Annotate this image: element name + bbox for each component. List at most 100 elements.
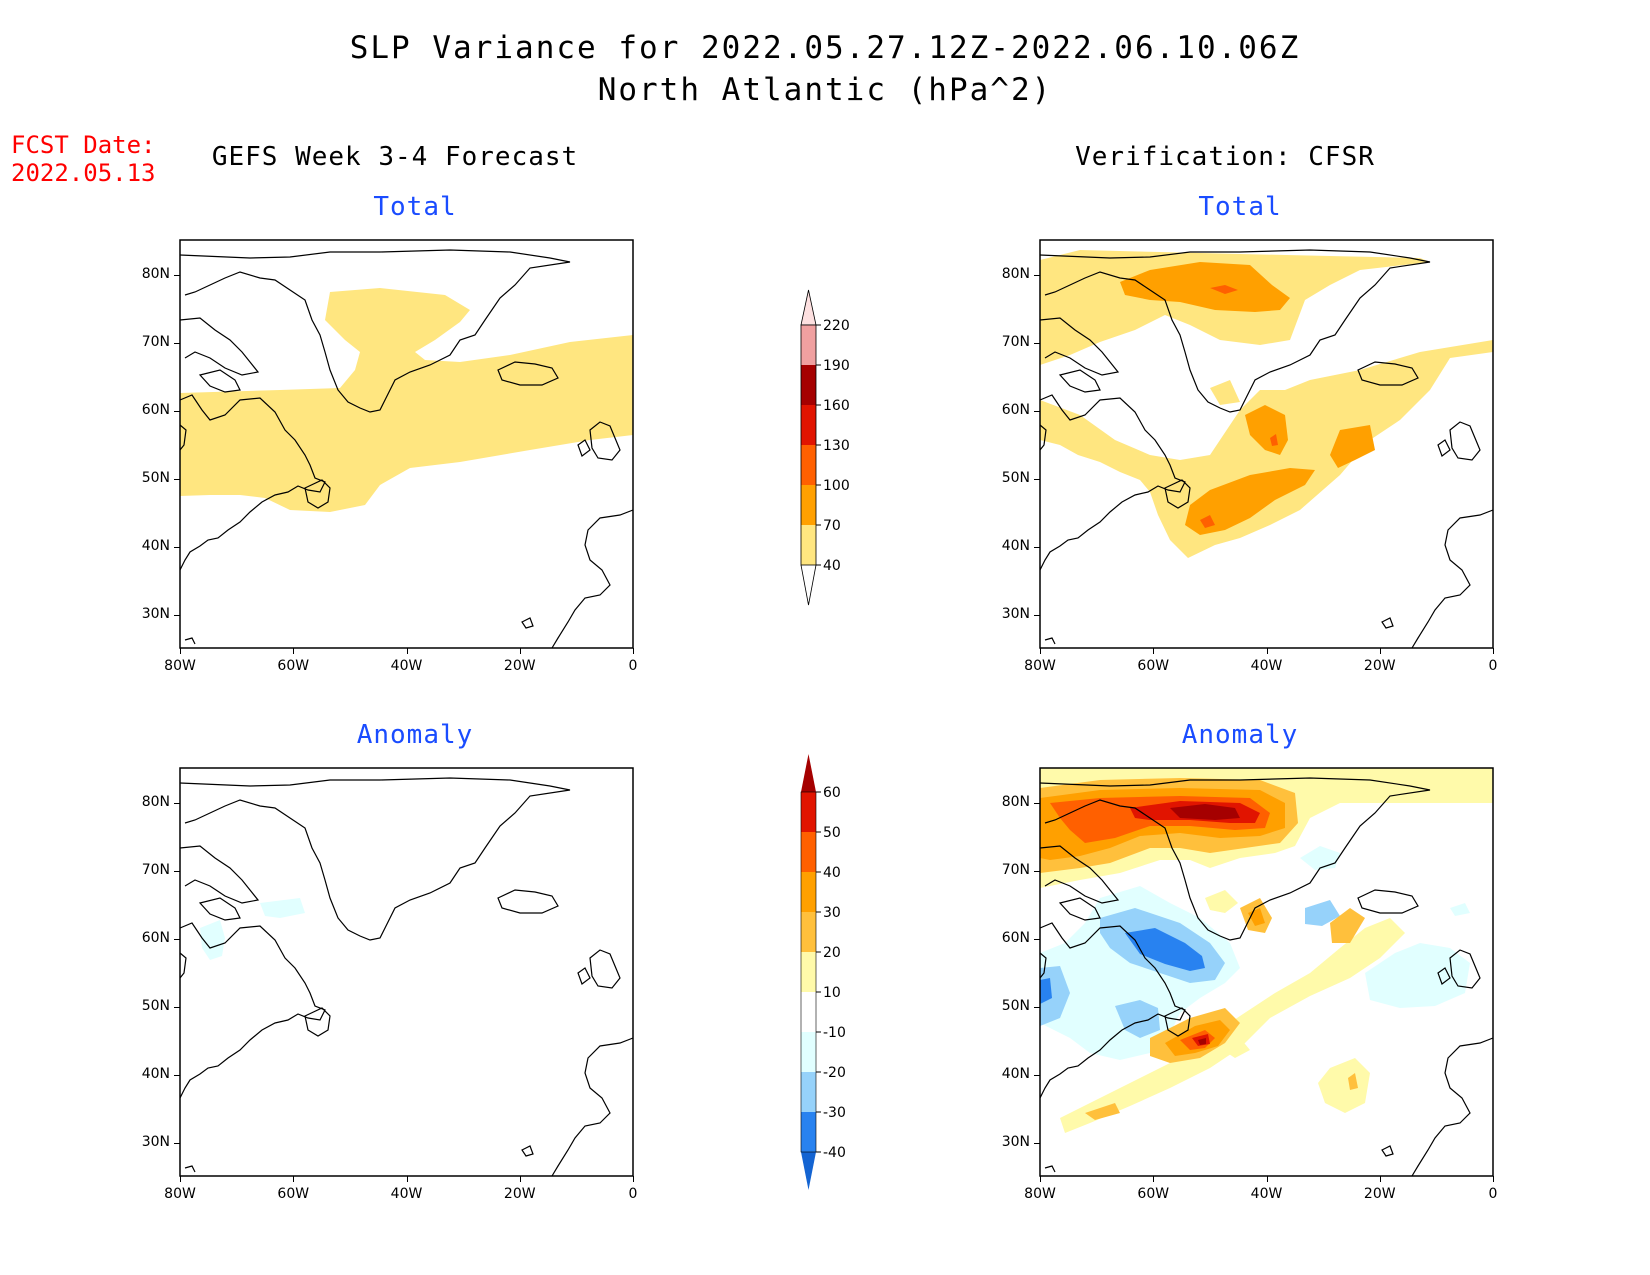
fcst-date-value: 2022.05.13	[11, 159, 156, 187]
shade-forecast-total	[180, 288, 633, 512]
lon-tick-label-forecast-total: 20W	[503, 658, 536, 674]
map-verification-anomaly	[1039, 767, 1494, 1177]
colorbar-anomaly-segment	[801, 1032, 816, 1072]
map-verification-total	[1039, 239, 1494, 649]
lon-tick-mark	[633, 1176, 634, 1182]
lat-tick-label-forecast-anomaly: 30N	[141, 1133, 170, 1150]
lat-tick-label-verification-total: 50N	[1001, 469, 1030, 486]
colorbar-anomaly-label: 20	[823, 945, 841, 961]
lat-tick-mark	[1034, 478, 1040, 480]
lat-tick-label-forecast-anomaly: 50N	[141, 997, 170, 1014]
lon-tick-label-verification-anomaly: 60W	[1137, 1186, 1170, 1202]
lon-tick-label-forecast-total: 0	[628, 658, 638, 674]
colorbar-total-label: 100	[823, 478, 850, 494]
lon-tick-label-verification-anomaly: 80W	[1024, 1186, 1056, 1202]
lat-tick-label-forecast-total: 30N	[141, 605, 170, 622]
panel-title-verification-anomaly: Anomaly	[1181, 720, 1299, 750]
lon-tick-label-forecast-total: 60W	[277, 658, 310, 674]
lat-tick-mark	[174, 1006, 180, 1008]
lon-tick-mark	[519, 1176, 521, 1182]
lat-tick-label-forecast-total: 60N	[141, 401, 170, 418]
lon-tick-mark	[1493, 1176, 1494, 1182]
colorbar-anomaly-label: 30	[823, 905, 841, 921]
lon-tick-label-verification-total: 60W	[1137, 658, 1170, 674]
lon-tick-label-forecast-total: 40W	[390, 658, 423, 674]
lat-tick-label-forecast-anomaly: 70N	[141, 861, 170, 878]
colorbar-anomaly-label: -40	[823, 1145, 846, 1161]
lon-tick-label-verification-anomaly: 40W	[1250, 1186, 1283, 1202]
lat-tick-label-forecast-total: 50N	[141, 469, 170, 486]
colorbar-anomaly: 60 50 40 30 20 10 -10 -20 -30 -40	[800, 754, 846, 1190]
lon-tick-mark	[1379, 1176, 1381, 1182]
lat-tick-mark	[174, 342, 180, 344]
lat-tick-mark	[1034, 870, 1040, 872]
lat-tick-mark	[1034, 1074, 1040, 1076]
lon-tick-label-verification-total: 0	[1488, 658, 1498, 674]
title-line-2: North Atlantic (hPa^2)	[597, 72, 1053, 108]
colorbar-total: 220 190 160 130 100 70 40	[800, 289, 850, 606]
lon-tick-mark	[1153, 1176, 1155, 1182]
colorbar-total-label: 190	[823, 358, 850, 374]
lat-tick-label-verification-total: 80N	[1001, 265, 1030, 282]
lon-tick-label-forecast-anomaly: 40W	[390, 1186, 423, 1202]
lon-tick-label-verification-anomaly: 20W	[1363, 1186, 1396, 1202]
colorbar-total-segment	[801, 405, 816, 445]
lat-tick-label-forecast-total: 80N	[141, 265, 170, 282]
colorbar-total-label: 70	[823, 518, 841, 534]
colorbar-total-label: 160	[823, 398, 850, 414]
panel-title-verification-total: Total	[1198, 192, 1282, 222]
map-forecast-total	[179, 239, 634, 649]
colorbar-total-segment	[801, 365, 816, 405]
colorbar-anomaly-top-arrow	[801, 754, 816, 792]
lat-tick-mark	[1034, 342, 1040, 344]
fcst-date-label: FCST Date:	[11, 131, 156, 159]
colorbar-anomaly-label: 10	[823, 985, 841, 1001]
colorbar-anomaly-bottom-arrow	[801, 1152, 816, 1190]
lat-tick-label-verification-total: 30N	[1001, 605, 1030, 622]
colorbar-total-top-arrow	[800, 289, 817, 326]
lon-tick-label-forecast-anomaly: 60W	[277, 1186, 310, 1202]
lat-tick-mark	[1034, 1142, 1040, 1144]
lat-tick-mark	[174, 410, 180, 412]
column-title-forecast: GEFS Week 3-4 Forecast	[211, 142, 579, 172]
lon-tick-mark	[1266, 1176, 1268, 1182]
colorbar-anomaly-segment	[801, 952, 816, 992]
panel-title-forecast-anomaly: Anomaly	[356, 720, 474, 750]
lat-tick-label-forecast-total: 40N	[141, 537, 170, 554]
lat-tick-label-verification-anomaly: 50N	[1001, 997, 1030, 1014]
lon-tick-mark	[633, 648, 634, 654]
colorbar-total-segment	[801, 525, 816, 565]
colorbar-anomaly-segment	[801, 992, 816, 1032]
column-title-verification: Verification: CFSR	[1075, 142, 1375, 172]
lon-tick-mark	[180, 1176, 181, 1182]
colorbar-anomaly-frame	[800, 791, 817, 1153]
lon-tick-label-forecast-anomaly: 20W	[503, 1186, 536, 1202]
lat-tick-mark	[174, 870, 180, 872]
colorbar-anomaly-segment	[801, 832, 816, 872]
lat-tick-mark	[174, 802, 180, 804]
colorbar-anomaly-segment	[801, 872, 816, 912]
lon-tick-mark	[519, 648, 521, 654]
colorbar-total-label: 130	[823, 438, 850, 454]
colorbar-anomaly-label: 50	[823, 825, 841, 841]
lat-tick-label-verification-anomaly: 30N	[1001, 1133, 1030, 1150]
lon-tick-mark	[180, 648, 181, 654]
map-forecast-anomaly	[179, 767, 634, 1177]
lon-tick-mark	[1266, 648, 1268, 654]
lon-tick-label-forecast-anomaly: 80W	[164, 1186, 196, 1202]
lon-tick-label-verification-total: 40W	[1250, 658, 1283, 674]
lat-tick-mark	[1034, 938, 1040, 940]
lat-tick-mark	[174, 1142, 180, 1144]
lon-tick-mark	[1040, 1176, 1041, 1182]
lon-tick-mark	[1040, 648, 1041, 654]
colorbar-total-segment	[801, 445, 816, 485]
colorbar-anomaly-label: -10	[823, 1025, 846, 1041]
colorbar-anomaly-label: -20	[823, 1065, 846, 1081]
lat-tick-label-verification-total: 70N	[1001, 333, 1030, 350]
lon-tick-mark	[1153, 648, 1155, 654]
lon-tick-label-forecast-total: 80W	[164, 658, 196, 674]
lat-tick-mark	[1034, 274, 1040, 276]
colorbar-total-bottom-arrow	[800, 564, 817, 606]
colorbar-total-segment	[801, 485, 816, 525]
lat-tick-label-forecast-anomaly: 80N	[141, 793, 170, 810]
